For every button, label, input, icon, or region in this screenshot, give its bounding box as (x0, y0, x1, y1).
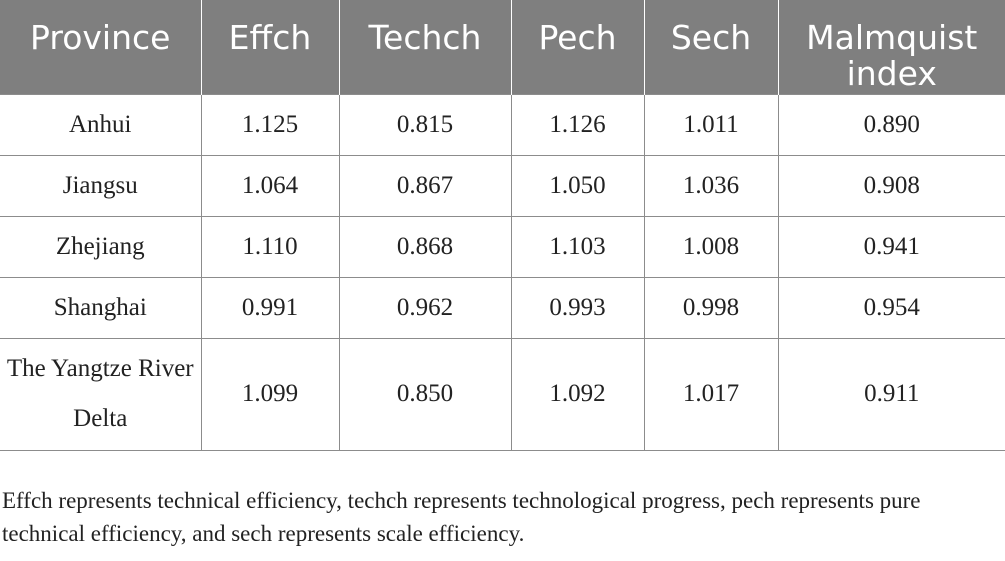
cell-techch: 0.868 (338, 215, 512, 278)
cell-sech: 1.011 (643, 93, 779, 156)
header-malmquist-index: Malmquist index (777, 0, 1005, 94)
header-effch: Effch (200, 0, 340, 94)
cell-techch: 0.850 (338, 337, 512, 451)
cell-pech: 1.050 (510, 154, 645, 217)
cell-pech: 1.103 (510, 215, 645, 278)
cell-malmquist-index: 0.941 (777, 215, 1005, 278)
cell-effch: 0.991 (200, 276, 340, 339)
table-header: Province Effch Techch Pech Sech Malmquis… (0, 0, 1005, 94)
table-row: The Yangtze River Delta 1.099 0.850 1.09… (0, 337, 1005, 451)
cell-techch: 0.867 (338, 154, 512, 217)
cell-effch: 1.099 (200, 337, 340, 451)
cell-effch: 1.064 (200, 154, 340, 217)
cell-malmquist-index: 0.890 (777, 93, 1005, 156)
header-techch: Techch (338, 0, 512, 94)
table-row: Shanghai 0.991 0.962 0.993 0.998 0.954 (0, 276, 1005, 339)
cell-malmquist-index: 0.954 (777, 276, 1005, 339)
cell-effch: 1.125 (200, 93, 340, 156)
cell-sech: 1.008 (643, 215, 779, 278)
cell-pech: 0.993 (510, 276, 645, 339)
table-body: Anhui 1.125 0.815 1.126 1.011 0.890 Jian… (0, 93, 1005, 451)
cell-sech: 0.998 (643, 276, 779, 339)
cell-province: Jiangsu (0, 154, 202, 217)
header-pech: Pech (510, 0, 645, 94)
cell-sech: 1.036 (643, 154, 779, 217)
cell-malmquist-index: 0.908 (777, 154, 1005, 217)
cell-pech: 1.126 (510, 93, 645, 156)
cell-malmquist-index: 0.911 (777, 337, 1005, 451)
table-row: Anhui 1.125 0.815 1.126 1.011 0.890 (0, 93, 1005, 156)
table-footnote: Effch represents technical efficiency, t… (2, 488, 921, 546)
cell-province: The Yangtze River Delta (0, 337, 202, 451)
cell-effch: 1.110 (200, 215, 340, 278)
cell-techch: 0.815 (338, 93, 512, 156)
cell-province: Zhejiang (0, 215, 202, 278)
cell-techch: 0.962 (338, 276, 512, 339)
header-province: Province (0, 0, 202, 94)
malmquist-index-table: Province Effch Techch Pech Sech Malmquis… (0, 0, 1005, 451)
table-row: Zhejiang 1.110 0.868 1.103 1.008 0.941 (0, 215, 1005, 278)
table-row: Jiangsu 1.064 0.867 1.050 1.036 0.908 (0, 154, 1005, 217)
cell-province: Anhui (0, 93, 202, 156)
header-row: Province Effch Techch Pech Sech Malmquis… (0, 0, 1005, 94)
cell-pech: 1.092 (510, 337, 645, 451)
cell-sech: 1.017 (643, 337, 779, 451)
cell-province: Shanghai (0, 276, 202, 339)
header-sech: Sech (643, 0, 779, 94)
